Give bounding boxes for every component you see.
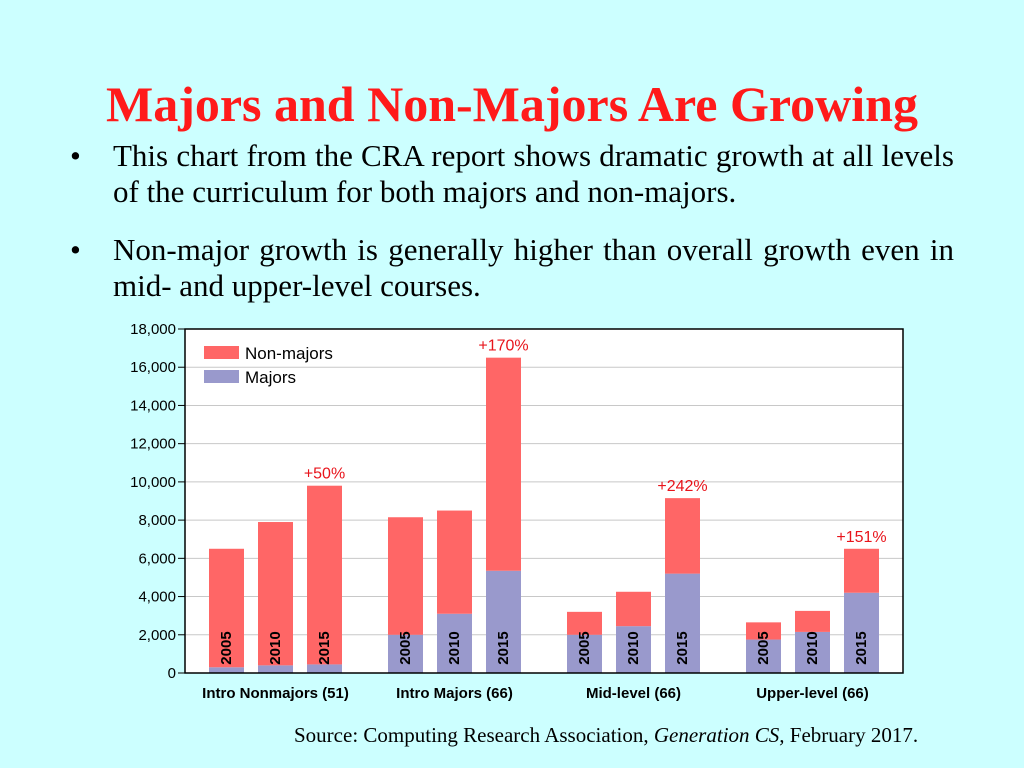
bar-non-majors: [388, 517, 423, 635]
bar-year-label: 2010: [804, 631, 821, 664]
bar-majors: [209, 667, 244, 673]
bar-non-majors: [307, 485, 342, 665]
bar-year-label: 2015: [853, 631, 870, 664]
source-publication: Generation CS,: [653, 723, 785, 747]
y-tick-label: 12,000: [130, 436, 176, 453]
y-tick-label: 0: [168, 665, 176, 682]
group-label: Upper-level (66): [756, 685, 869, 702]
legend-label: Majors: [245, 368, 296, 387]
slide-title: Majors and Non-Majors Are Growing: [106, 75, 918, 132]
bar-year-label: 2015: [674, 631, 691, 664]
bar-year-label: 2010: [267, 631, 284, 664]
bar-majors: [307, 664, 342, 673]
legend-label: Non-majors: [245, 344, 333, 363]
bar-non-majors: [616, 591, 651, 627]
bar-year-label: 2005: [755, 631, 772, 664]
bullet-item: Non-major growth is generally higher tha…: [70, 232, 954, 304]
growth-annotation: +50%: [304, 466, 345, 483]
bar-majors: [795, 631, 830, 673]
source-suffix: February 2017.: [784, 723, 919, 747]
bar-non-majors: [795, 610, 830, 632]
y-tick-label: 18,000: [130, 321, 176, 338]
bullet-list: This chart from the CRA report shows dra…: [70, 138, 954, 326]
bar-non-majors: [746, 622, 781, 640]
growth-annotation: +151%: [836, 529, 886, 546]
bar-non-majors: [844, 548, 879, 593]
growth-annotation: +170%: [478, 338, 528, 355]
bar-majors: [746, 639, 781, 673]
bar-majors: [567, 634, 602, 673]
bar-year-label: 2015: [316, 631, 333, 664]
y-tick-label: 10,000: [130, 474, 176, 491]
bar-non-majors: [486, 357, 521, 571]
source-prefix: Source: Computing Research Association,: [294, 723, 654, 747]
bar-year-label: 2005: [218, 631, 235, 664]
bar-non-majors: [209, 548, 244, 668]
legend-swatch: [204, 346, 239, 359]
bar-year-label: 2010: [625, 631, 642, 664]
growth-annotation: +242%: [657, 478, 707, 495]
bar-majors: [486, 570, 521, 673]
source-citation: Source: Computing Research Association, …: [294, 722, 918, 748]
bar-majors: [616, 626, 651, 673]
y-tick-label: 8,000: [138, 512, 176, 529]
group-label: Intro Nonmajors (51): [202, 685, 349, 702]
group-label: Intro Majors (66): [396, 685, 513, 702]
bar-majors: [665, 573, 700, 673]
y-tick-label: 16,000: [130, 359, 176, 376]
bar-year-label: 2015: [495, 631, 512, 664]
y-tick-label: 4,000: [138, 589, 176, 606]
bar-majors: [437, 613, 472, 673]
bar-majors: [258, 665, 293, 673]
bar-year-label: 2010: [446, 631, 463, 664]
bar-non-majors: [567, 611, 602, 635]
bar-non-majors: [258, 522, 293, 666]
plot-border: [184, 328, 904, 674]
bar-majors: [388, 634, 423, 673]
plot-area: [185, 329, 903, 673]
bar-non-majors: [665, 498, 700, 574]
bar-year-label: 2005: [576, 631, 593, 664]
legend-swatch: [204, 370, 239, 383]
bar-year-label: 2005: [397, 631, 414, 664]
y-tick-label: 2,000: [138, 627, 176, 644]
y-tick-label: 14,000: [130, 397, 176, 414]
y-tick-label: 6,000: [138, 550, 176, 567]
bullet-item: This chart from the CRA report shows dra…: [70, 138, 954, 210]
bar-majors: [844, 592, 879, 673]
group-label: Mid-level (66): [586, 685, 681, 702]
bar-non-majors: [437, 510, 472, 614]
